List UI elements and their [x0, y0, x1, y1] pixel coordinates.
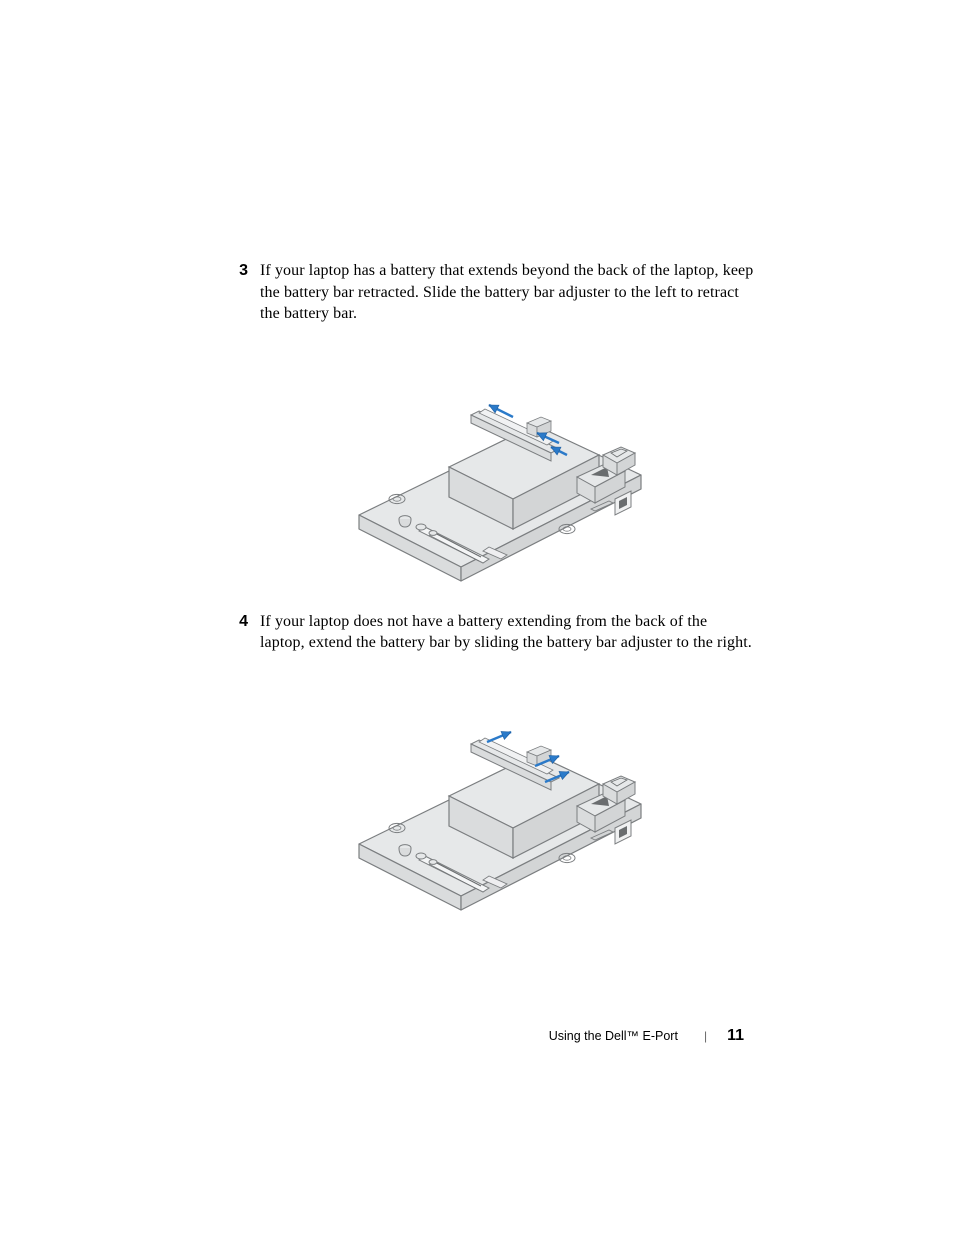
footer-page-number: 11 — [727, 1027, 744, 1045]
figure-2-wrap — [230, 672, 754, 940]
step-3: 3 If your laptop has a battery that exte… — [230, 260, 754, 325]
step-3-number: 3 — [230, 260, 260, 325]
step-4-text: If your laptop does not have a battery e… — [260, 611, 754, 654]
footer-divider: | — [704, 1029, 707, 1043]
step-4-number: 4 — [230, 611, 260, 654]
step-4: 4 If your laptop does not have a battery… — [230, 611, 754, 654]
step-3-text: If your laptop has a battery that extend… — [260, 260, 754, 325]
footer: Using the Dell™ E-Port | 11 — [549, 1027, 744, 1045]
figure-1-wrap — [230, 343, 754, 611]
footer-title: Using the Dell™ E-Port — [549, 1029, 678, 1043]
figure-2 — [329, 686, 655, 914]
figure-1 — [329, 357, 655, 585]
page: 3 If your laptop has a battery that exte… — [0, 0, 954, 1235]
